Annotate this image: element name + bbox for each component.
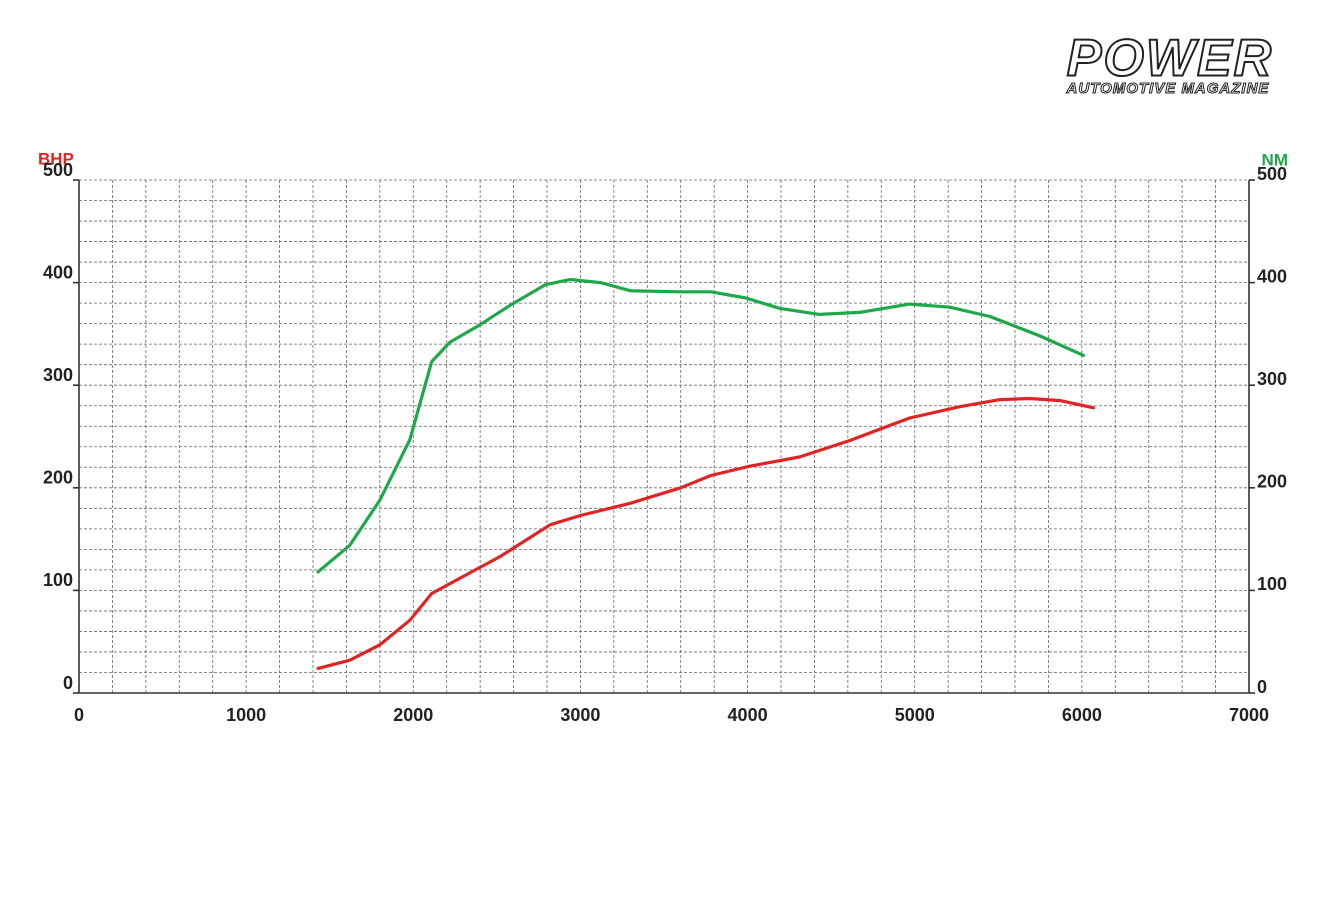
- x-tick-label: 4000: [728, 705, 768, 725]
- y-tick-label: 400: [43, 262, 73, 282]
- x-tick-label: 1000: [226, 705, 266, 725]
- y2-tick-label: 400: [1257, 266, 1287, 286]
- x-tick-label: 6000: [1062, 705, 1102, 725]
- x-tick-label: 0: [74, 705, 84, 725]
- logo-subtitle: AUTOMOTIVE MAGAZINE: [1066, 80, 1270, 97]
- y-tick-label: 300: [43, 365, 73, 385]
- y-tick-label: 500: [43, 160, 73, 180]
- y2-tick-label: 500: [1257, 164, 1287, 184]
- x-tick-label: 7000: [1229, 705, 1269, 725]
- y2-tick-label: 100: [1257, 574, 1287, 594]
- series-line: [316, 277, 1086, 574]
- y2-tick-label: 200: [1257, 472, 1287, 492]
- y-tick-label: 100: [43, 570, 73, 590]
- logo-title: POWER: [1067, 30, 1273, 88]
- x-tick-label: 3000: [560, 705, 600, 725]
- x-tick-label: 2000: [393, 705, 433, 725]
- y2-tick-label: 300: [1257, 369, 1287, 389]
- y2-tick-label: 0: [1257, 677, 1267, 697]
- y-tick-label: 0: [63, 673, 73, 693]
- y-axis-label: BHP: [38, 149, 74, 168]
- series-line: [316, 396, 1096, 670]
- y2-axis-label: NM: [1262, 150, 1288, 169]
- x-tick-label: 5000: [895, 705, 935, 725]
- y-tick-label: 200: [43, 468, 73, 488]
